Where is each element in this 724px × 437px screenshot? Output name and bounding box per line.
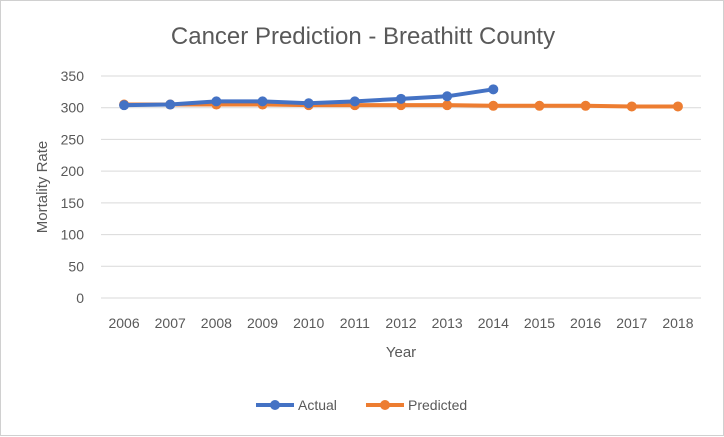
x-tick-label: 2009 xyxy=(247,315,278,331)
data-point xyxy=(165,99,176,110)
x-tick-label: 2008 xyxy=(201,315,232,331)
x-tick-label: 2016 xyxy=(570,315,601,331)
data-point xyxy=(349,96,360,107)
data-point xyxy=(580,100,591,111)
y-tick-label: 50 xyxy=(68,258,84,274)
data-point xyxy=(119,100,130,111)
data-point xyxy=(396,93,406,104)
x-tick-label: 2012 xyxy=(385,315,416,331)
data-point xyxy=(257,96,268,107)
y-axis-ticks: 0 50 100 150 200 250 300 350 xyxy=(61,68,85,306)
data-point xyxy=(211,96,222,107)
y-tick-label: 0 xyxy=(76,290,84,306)
legend-marker xyxy=(270,400,280,410)
y-tick-label: 250 xyxy=(61,131,85,147)
x-tick-label: 2011 xyxy=(340,315,370,331)
series-actual xyxy=(119,84,499,111)
legend: Actual Predicted xyxy=(256,397,467,413)
data-point xyxy=(672,101,683,112)
legend-item-actual: Actual xyxy=(256,397,337,413)
x-tick-label: 2013 xyxy=(432,315,463,331)
data-point xyxy=(442,100,453,111)
legend-label: Predicted xyxy=(408,397,467,413)
legend-marker xyxy=(380,400,390,410)
data-point xyxy=(488,100,499,111)
series-layer xyxy=(119,84,683,112)
x-axis-title: Year xyxy=(386,344,416,361)
x-tick-label: 2010 xyxy=(293,315,324,331)
gridlines xyxy=(101,75,701,299)
legend-item-predicted: Predicted xyxy=(366,397,467,413)
data-point xyxy=(626,101,637,112)
y-tick-label: 150 xyxy=(61,195,85,211)
x-tick-label: 2015 xyxy=(524,315,555,331)
data-point xyxy=(488,84,499,95)
legend-label: Actual xyxy=(298,397,337,413)
y-tick-label: 300 xyxy=(61,100,85,116)
x-tick-label: 2017 xyxy=(616,315,647,331)
y-tick-label: 200 xyxy=(61,163,85,179)
x-tick-label: 2006 xyxy=(108,315,139,331)
y-axis-title: Mortality Rate xyxy=(34,141,51,234)
data-point xyxy=(534,100,545,111)
data-point xyxy=(442,91,453,102)
x-tick-label: 2018 xyxy=(662,315,693,331)
y-tick-label: 350 xyxy=(61,68,85,84)
y-tick-label: 100 xyxy=(61,227,85,243)
x-tick-label: 2014 xyxy=(478,315,509,331)
data-point xyxy=(303,98,314,109)
x-axis-ticks: 2006 2007 2008 2009 2010 2011 2012 2013 2014 2015… xyxy=(108,315,693,331)
x-tick-label: 2007 xyxy=(155,315,186,331)
chart-title: Cancer Prediction - Breathitt County xyxy=(171,23,555,50)
